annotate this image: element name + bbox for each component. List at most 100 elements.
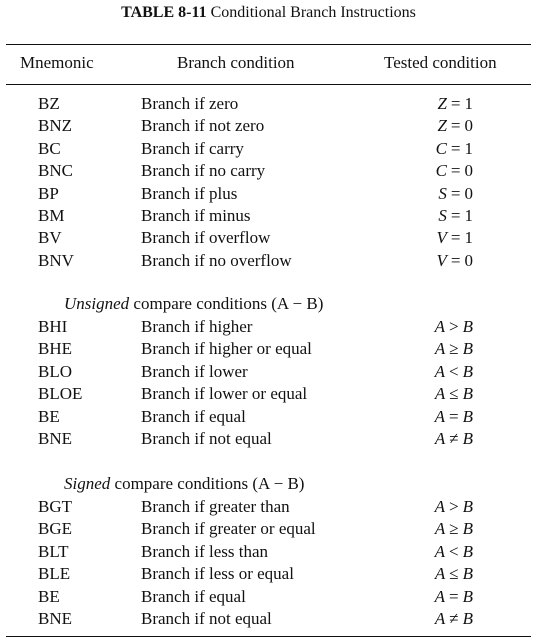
tested-operator: < — [449, 541, 459, 561]
tested-condition-cell: A ≥ B — [360, 518, 473, 540]
tested-condition-cell: Z = 0 — [360, 115, 473, 137]
mnemonic-cell: BNE — [38, 609, 72, 628]
branch-condition-cell: Branch if not equal — [141, 609, 272, 628]
tested-variable: Z — [437, 94, 447, 113]
table-row: BNZ Branch if not zero Z = 0 — [0, 115, 537, 137]
branch-condition-cell: Branch if plus — [141, 183, 238, 203]
table-row: BHI Branch if higher A > B — [0, 316, 537, 338]
table-row: BLO Branch if lower A < B — [0, 361, 537, 383]
tested-operator: = — [449, 586, 459, 606]
branch-condition-cell: Branch if not equal — [141, 429, 272, 448]
tested-operator: = — [450, 94, 461, 113]
tested-value: 1 — [464, 138, 474, 158]
tested-condition-cell: V = 1 — [360, 227, 473, 249]
table-row: BE Branch if equal A = B — [0, 406, 537, 428]
tested-variable: A — [434, 564, 446, 584]
table-row: BZ Branch if zero Z = 1 — [0, 93, 537, 115]
tested-operator: = — [450, 116, 461, 136]
tested-operator: ≤ — [449, 384, 459, 404]
top-rule — [6, 44, 531, 45]
tested-condition-cell: A = B — [360, 406, 473, 428]
tested-operator: = — [450, 250, 461, 270]
header-branch-condition: Branch condition — [177, 53, 295, 72]
tested-operator: = — [450, 183, 461, 203]
tested-condition-cell: S = 1 — [360, 205, 473, 227]
section-heading-text: compare conditions (A − B) — [110, 474, 305, 493]
tested-variable: C — [435, 138, 447, 158]
mnemonic-cell: BNC — [38, 161, 73, 181]
tested-value: B — [462, 361, 473, 381]
table-caption: TABLE 8-11 Conditional Branch Instructio… — [0, 3, 537, 23]
tested-condition-cell: A > B — [360, 316, 473, 338]
mnemonic-cell: BNE — [38, 429, 72, 448]
tested-variable: A — [434, 406, 446, 426]
table-row: BLE Branch if less or equal A ≤ B — [0, 563, 537, 585]
tested-operator: = — [450, 138, 461, 158]
table-row: BNC Branch if no carry C = 0 — [0, 160, 537, 182]
table-row: BV Branch if overflow V = 1 — [0, 227, 537, 249]
tested-value: B — [462, 406, 473, 426]
tested-operator: ≤ — [449, 564, 459, 584]
tested-condition-cell: A > B — [360, 496, 473, 518]
tested-value: 0 — [464, 161, 474, 181]
tested-value: B — [462, 564, 473, 584]
branch-condition-cell: Branch if not zero — [141, 116, 265, 136]
tested-variable: A — [434, 519, 446, 539]
tested-condition-cell: Z = 1 — [360, 93, 473, 115]
tested-operator: ≥ — [449, 519, 459, 539]
table-row: BLT Branch if less than A < B — [0, 541, 537, 563]
mnemonic-cell: BNV — [38, 250, 74, 270]
branch-condition-cell: Branch if lower or equal — [141, 384, 308, 404]
branch-condition-cell: Branch if minus — [141, 206, 251, 225]
mnemonic-cell: BP — [38, 183, 59, 203]
tested-value: 0 — [464, 183, 474, 203]
tested-operator: = — [450, 228, 461, 248]
mnemonic-cell: BE — [38, 406, 60, 426]
mnemonic-cell: BC — [38, 138, 61, 158]
table-row: BE Branch if equal A = B — [0, 586, 537, 608]
tested-condition-cell: V = 0 — [360, 250, 473, 272]
section-heading-text: compare conditions (A − B) — [129, 294, 324, 313]
tested-operator: ≠ — [449, 429, 459, 448]
mnemonic-cell: BZ — [38, 94, 60, 113]
section-heading: Unsigned compare conditions (A − B) — [64, 293, 323, 315]
mnemonic-cell: BGE — [38, 519, 72, 539]
mnemonic-cell: BNZ — [38, 116, 72, 136]
header-rule — [6, 84, 531, 85]
table-row: BLOE Branch if lower or equal A ≤ B — [0, 383, 537, 405]
table-title: Conditional Branch Instructions — [210, 4, 416, 21]
tested-operator: < — [449, 361, 459, 381]
tested-value: B — [462, 429, 473, 448]
tested-condition-cell: A ≤ B — [360, 383, 473, 405]
tested-operator: ≥ — [449, 339, 459, 359]
tested-value: B — [462, 541, 473, 561]
branch-condition-cell: Branch if overflow — [141, 228, 271, 248]
tested-condition-cell: A ≠ B — [360, 428, 473, 450]
tested-operator: > — [449, 317, 459, 336]
table-row: BNV Branch if no overflow V = 0 — [0, 250, 537, 272]
tested-value: B — [462, 586, 473, 606]
tested-condition-cell: A = B — [360, 586, 473, 608]
branch-condition-cell: Branch if higher or equal — [141, 339, 312, 359]
tested-operator: > — [449, 497, 459, 516]
tested-variable: S — [438, 206, 447, 225]
table-row: BM Branch if minus S = 1 — [0, 205, 537, 227]
branch-condition-cell: Branch if less than — [141, 541, 268, 561]
tested-value: B — [462, 497, 473, 516]
tested-variable: A — [434, 497, 446, 516]
table-number: TABLE 8-11 — [121, 4, 207, 21]
mnemonic-cell: BE — [38, 586, 60, 606]
tested-variable: A — [434, 609, 446, 628]
header-tested-condition: Tested condition — [384, 53, 497, 72]
tested-value: 1 — [464, 206, 474, 225]
tested-variable: C — [435, 161, 447, 181]
tested-variable: Z — [437, 116, 447, 136]
tested-value: B — [462, 609, 473, 628]
tested-value: B — [462, 519, 473, 539]
header-mnemonic: Mnemonic — [20, 53, 94, 72]
tested-condition-cell: A ≠ B — [360, 608, 473, 630]
section-heading-emphasis: Signed — [64, 474, 111, 493]
section-heading: Signed compare conditions (A − B) — [64, 473, 304, 495]
tested-value: 0 — [464, 250, 474, 270]
branch-condition-cell: Branch if carry — [141, 138, 244, 158]
